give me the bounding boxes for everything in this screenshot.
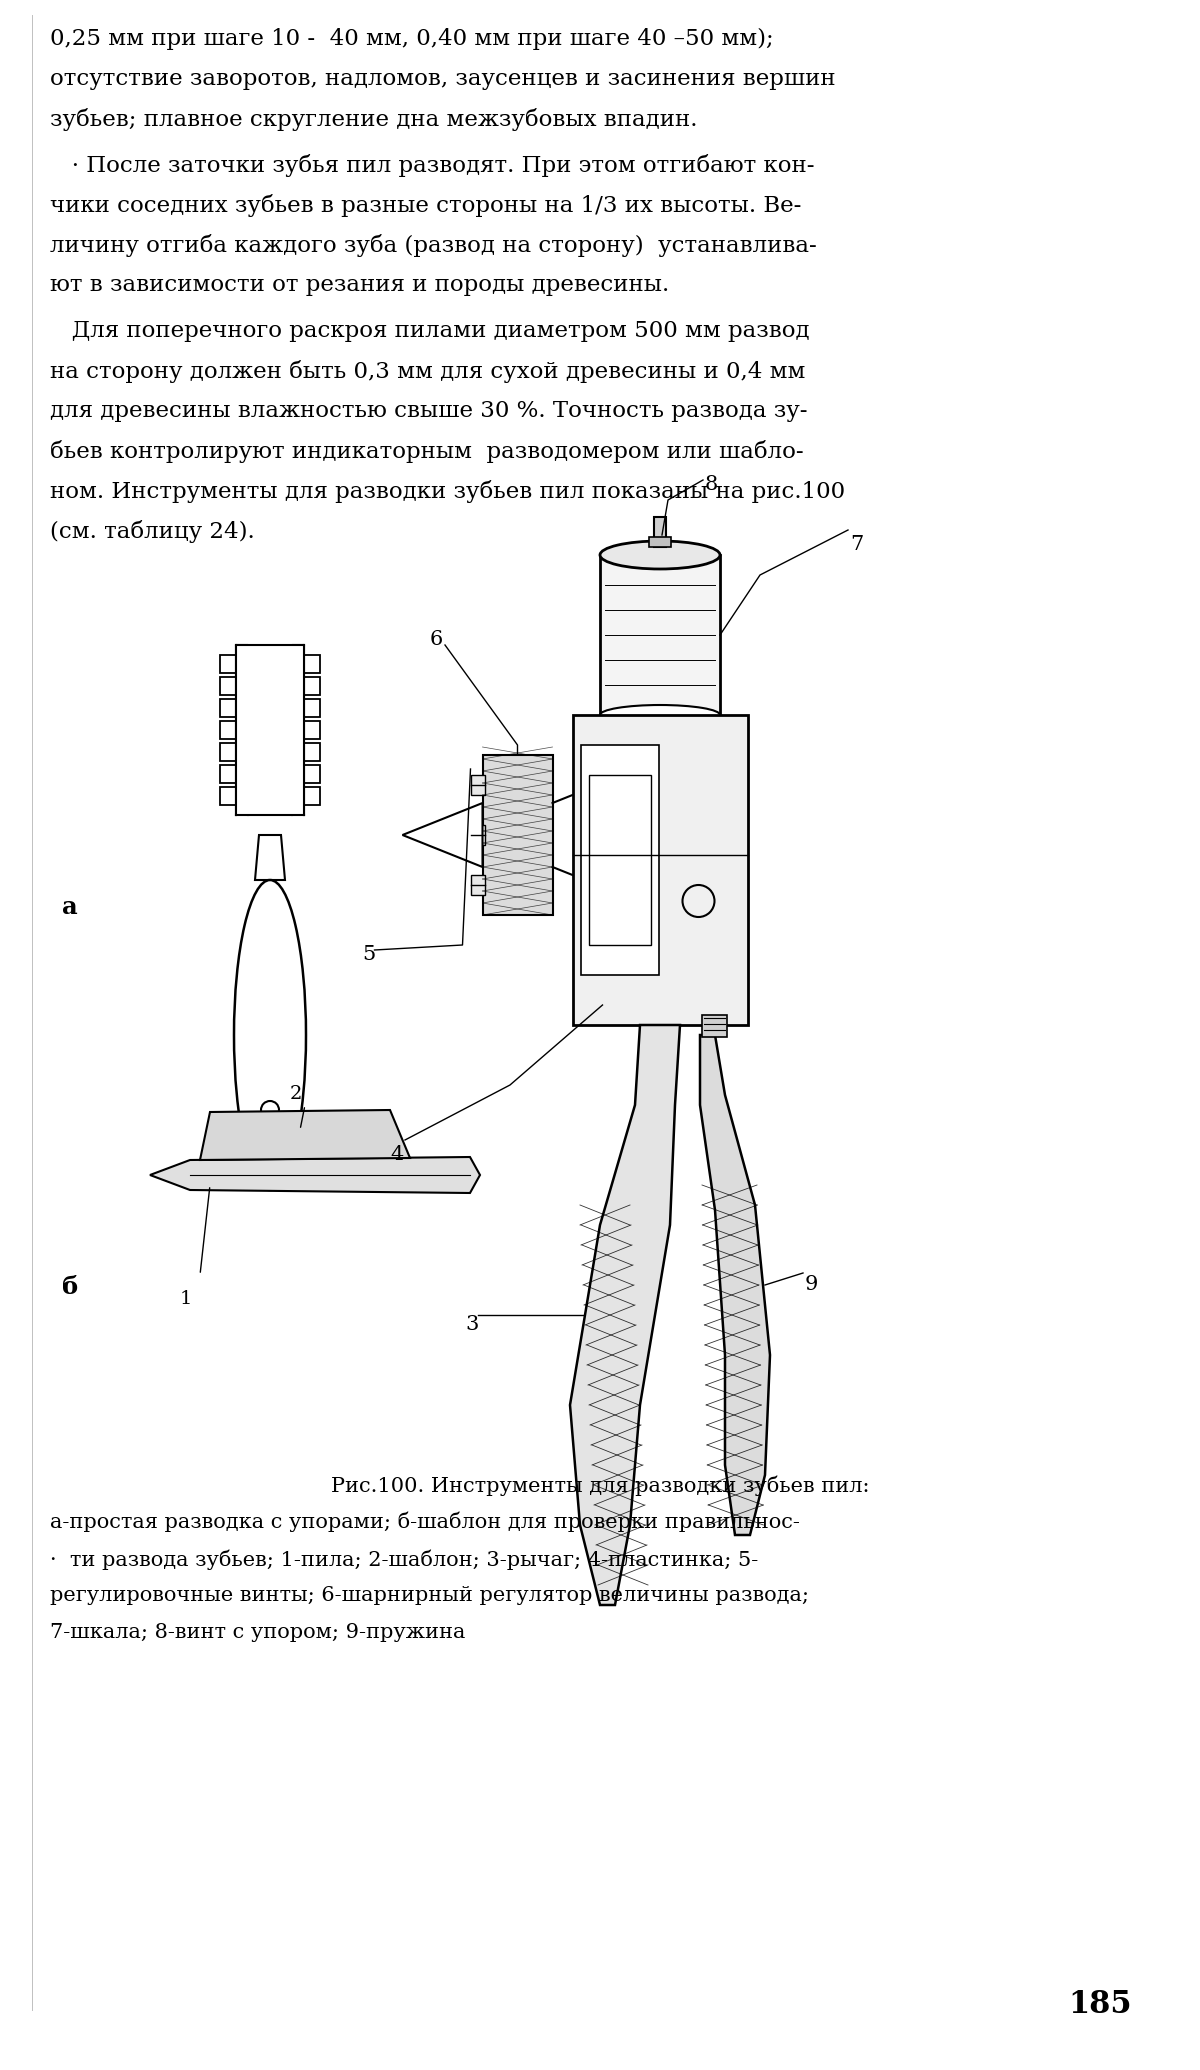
Text: Для поперечного раскроя пилами диаметром 500 мм развод: Для поперечного раскроя пилами диаметром… <box>50 321 810 342</box>
Text: (см. таблицу 24).: (см. таблицу 24). <box>50 520 254 542</box>
Text: б: б <box>62 1275 78 1300</box>
Polygon shape <box>292 787 320 805</box>
Bar <box>470 826 485 845</box>
Ellipse shape <box>600 540 720 569</box>
Bar <box>581 745 659 975</box>
Text: Рис.100. Инструменты для разводки зубьев пил:: Рис.100. Инструменты для разводки зубьев… <box>331 1476 869 1495</box>
Text: · После заточки зубья пил разводят. При этом отгибают кон-: · После заточки зубья пил разводят. При … <box>50 153 815 178</box>
Text: регулировочные винты; 6-шарнирный регулятор величины развода;: регулировочные винты; 6-шарнирный регуля… <box>50 1586 809 1604</box>
Polygon shape <box>256 834 286 880</box>
Bar <box>572 714 748 1025</box>
Polygon shape <box>220 787 236 805</box>
Polygon shape <box>292 766 320 782</box>
Text: личину отгиба каждого зуба (развод на сторону)  устанавлива-: личину отгиба каждого зуба (развод на ст… <box>50 234 817 257</box>
Text: 1: 1 <box>180 1290 192 1308</box>
Polygon shape <box>220 677 236 696</box>
Polygon shape <box>292 700 320 716</box>
Polygon shape <box>220 700 236 716</box>
Bar <box>654 518 666 546</box>
Text: 8: 8 <box>706 474 719 495</box>
Polygon shape <box>220 720 236 739</box>
Text: 3: 3 <box>466 1314 479 1333</box>
Text: зубьев; плавное скругление дна межзубовых впадин.: зубьев; плавное скругление дна межзубовы… <box>50 108 697 130</box>
Polygon shape <box>220 654 236 673</box>
Text: отсутствие заворотов, надломов, заусенцев и засинения вершин: отсутствие заворотов, надломов, заусенце… <box>50 68 835 89</box>
Text: 5: 5 <box>362 946 376 965</box>
Text: 7: 7 <box>850 534 863 555</box>
Polygon shape <box>402 803 482 867</box>
Bar <box>470 774 485 795</box>
Bar <box>649 536 671 546</box>
Text: 9: 9 <box>805 1275 818 1294</box>
Text: 185: 185 <box>1068 1989 1132 2020</box>
Polygon shape <box>292 720 320 739</box>
Polygon shape <box>292 677 320 696</box>
Polygon shape <box>220 743 236 762</box>
Ellipse shape <box>600 706 720 724</box>
Text: 2: 2 <box>290 1085 302 1103</box>
Text: ют в зависимости от резания и породы древесины.: ют в зависимости от резания и породы дре… <box>50 273 670 296</box>
Text: ·  ти развода зубьев; 1-пила; 2-шаблон; 3-рычаг; 4-пластинка; 5-: · ти развода зубьев; 1-пила; 2-шаблон; 3… <box>50 1548 758 1569</box>
Polygon shape <box>570 1025 680 1604</box>
Bar <box>482 756 552 915</box>
Bar <box>236 646 304 816</box>
Text: 0,25 мм при шаге 10 -  40 мм, 0,40 мм при шаге 40 –50 мм);: 0,25 мм при шаге 10 - 40 мм, 0,40 мм при… <box>50 29 774 50</box>
Text: чики соседних зубьев в разные стороны на 1/3 их высоты. Ве-: чики соседних зубьев в разные стороны на… <box>50 195 802 217</box>
Polygon shape <box>292 654 320 673</box>
Polygon shape <box>220 766 236 782</box>
Text: на сторону должен быть 0,3 мм для сухой древесины и 0,4 мм: на сторону должен быть 0,3 мм для сухой … <box>50 360 805 383</box>
Polygon shape <box>200 1110 410 1159</box>
Text: а-простая разводка с упорами; б-шаблон для проверки правильнос-: а-простая разводка с упорами; б-шаблон д… <box>50 1511 800 1532</box>
Text: а: а <box>62 894 78 919</box>
Text: 7-шкала; 8-винт с упором; 9-пружина: 7-шкала; 8-винт с упором; 9-пружина <box>50 1623 466 1642</box>
Polygon shape <box>150 1157 480 1192</box>
Text: ном. Инструменты для разводки зубьев пил показаны на рис.100: ном. Инструменты для разводки зубьев пил… <box>50 480 845 503</box>
Polygon shape <box>292 743 320 762</box>
Bar <box>702 1014 727 1037</box>
Text: бьев контролируют индикаторным  разводомером или шабло-: бьев контролируют индикаторным разводоме… <box>50 441 804 464</box>
Bar <box>600 555 720 714</box>
Text: 6: 6 <box>430 629 443 650</box>
Bar <box>470 876 485 894</box>
Text: 4: 4 <box>390 1145 403 1163</box>
Bar <box>588 774 652 946</box>
Polygon shape <box>700 1035 770 1536</box>
Text: для древесины влажностью свыше 30 %. Точность развода зу-: для древесины влажностью свыше 30 %. Точ… <box>50 400 808 422</box>
Ellipse shape <box>234 880 306 1190</box>
